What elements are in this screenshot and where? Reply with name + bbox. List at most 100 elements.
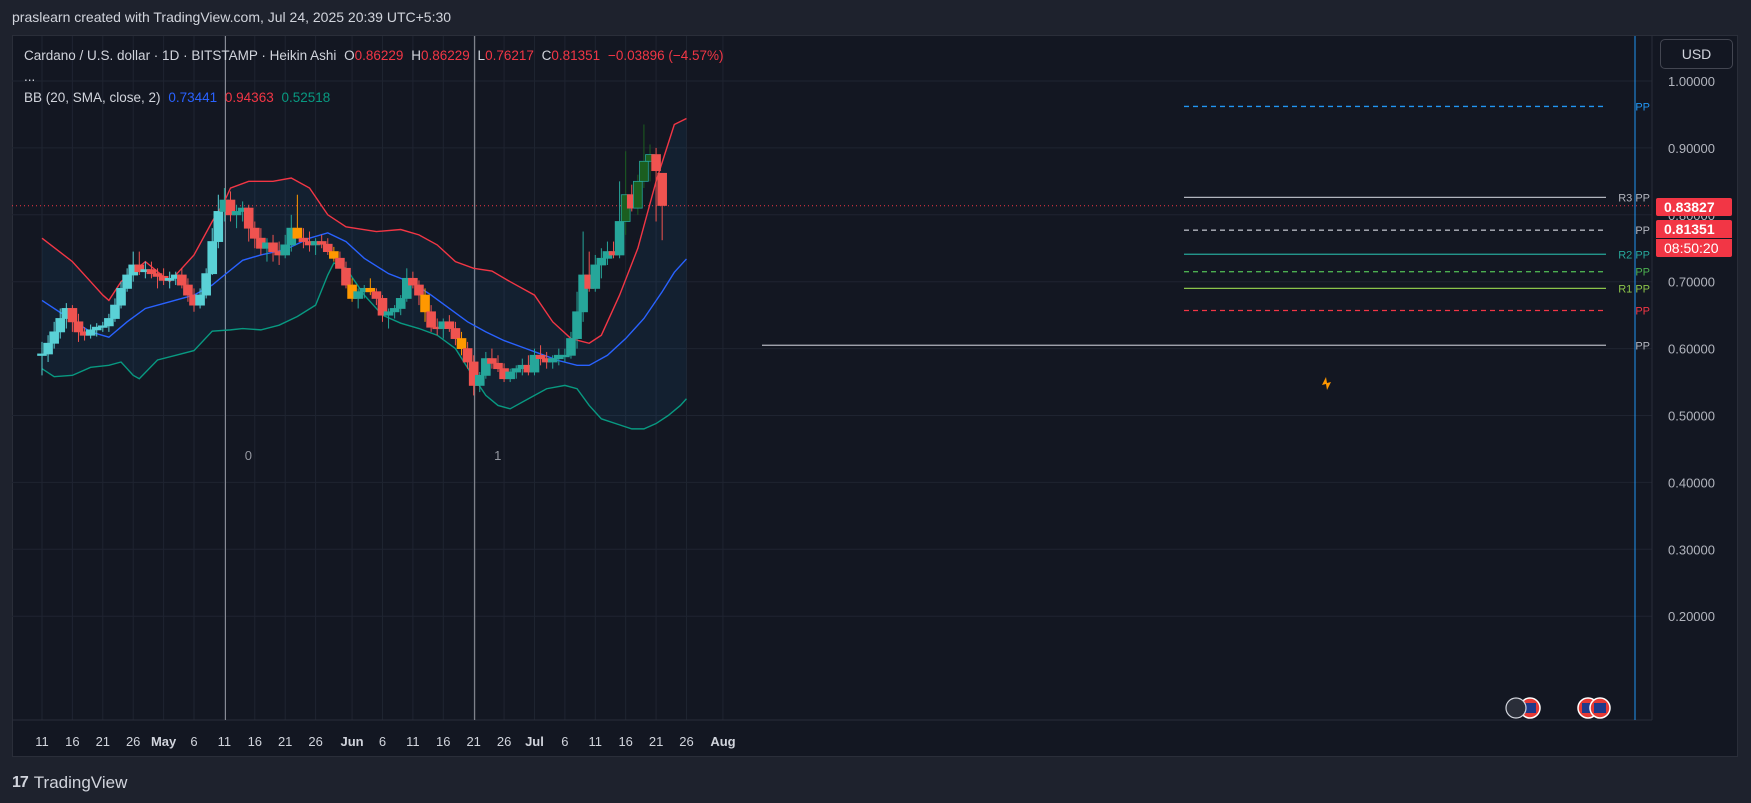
candle-body <box>383 311 394 316</box>
candle-body <box>487 358 497 364</box>
x-tick-label: 6 <box>190 734 197 749</box>
pivot-level-label: R3 PP <box>1618 192 1650 204</box>
pivot-level-label: R2 PP <box>1618 249 1650 261</box>
y-tick-label: 0.30000 <box>1668 542 1715 557</box>
candle-body <box>614 221 625 256</box>
bb-lower-line <box>41 262 687 430</box>
candle-body <box>249 227 260 239</box>
candle-body <box>468 361 479 386</box>
candle-body <box>401 277 412 299</box>
tradingview-wordmark: TradingView <box>33 773 128 792</box>
x-tick-label: 21 <box>96 734 110 749</box>
bb-upper-value: 0.94363 <box>224 90 274 105</box>
pivot-level-label: PP <box>1635 101 1650 113</box>
candle-body <box>639 160 649 182</box>
x-tick-label: 11 <box>35 734 49 749</box>
candle-body <box>377 298 388 316</box>
pivot-level-label: R1 PP <box>1618 283 1650 295</box>
candle-body <box>316 241 327 245</box>
us-flag-icon <box>1582 703 1594 713</box>
candle-body <box>122 274 132 289</box>
candle-body <box>152 273 163 277</box>
candle-body <box>280 244 290 256</box>
x-tick-label: 11 <box>218 734 232 749</box>
candle-body <box>657 172 667 206</box>
candle-body <box>110 304 120 319</box>
candle-body <box>201 273 211 296</box>
legend-more-button[interactable]: ... <box>24 69 36 84</box>
pivot-level-label: PP <box>1635 340 1650 352</box>
candle-body <box>566 338 576 356</box>
candle-body <box>98 325 108 328</box>
candle-body <box>578 274 588 313</box>
candle-body <box>426 311 436 328</box>
symbol-title[interactable]: Cardano / U.S. dollar · 1D · BITSTAMP · … <box>24 48 337 63</box>
candle-body <box>335 257 345 269</box>
chart-legend: Cardano / U.S. dollar · 1D · BITSTAMP · … <box>24 45 728 108</box>
candle-body <box>67 308 78 323</box>
candle-body <box>298 237 309 242</box>
x-tick-label: 16 <box>618 734 632 749</box>
ohlc-change: −0.03896 (−4.57%) <box>607 48 724 63</box>
bb-fill <box>42 118 687 429</box>
x-tick-label: 26 <box>126 734 140 749</box>
candle-body <box>43 342 53 355</box>
currency-button[interactable]: USD <box>1660 39 1733 69</box>
candle-body <box>389 308 400 313</box>
bb-basis-line <box>41 232 687 367</box>
last-price-label: 0.81351 <box>1656 220 1732 238</box>
candle-body <box>535 354 546 360</box>
candle-body <box>511 368 522 373</box>
tradingview-branding[interactable]: 17 TradingView <box>12 773 127 793</box>
candle-body <box>353 291 363 299</box>
candle-body <box>134 264 145 273</box>
candle-body <box>116 287 126 306</box>
candle-body <box>329 251 339 259</box>
candle-body <box>49 331 59 344</box>
us-flag-icon <box>1524 703 1536 713</box>
y-tick-label: 1.00000 <box>1668 74 1715 89</box>
y-tick-label: 0.20000 <box>1668 609 1715 624</box>
ohlc-high-label: H <box>411 48 421 63</box>
tradingview-logo-icon: 17 <box>12 774 29 791</box>
candle-body <box>292 227 303 239</box>
candle-body <box>493 362 503 370</box>
candle-body <box>85 329 96 336</box>
chart-panel[interactable] <box>12 35 1738 757</box>
upper-price-label: 0.83827 <box>1656 198 1732 216</box>
x-tick-label: 11 <box>589 734 603 749</box>
x-tick-label: Jun <box>341 734 364 749</box>
candle-body <box>547 358 558 363</box>
candle-body <box>596 257 607 266</box>
x-tick-label: 26 <box>497 734 511 749</box>
y-tick-label: 0.50000 <box>1668 409 1715 424</box>
x-tick-label: 26 <box>308 734 322 749</box>
chart-credit: praslearn created with TradingView.com, … <box>12 9 452 25</box>
ohlc-low: 0.76217 <box>485 48 534 63</box>
ohlc-high: 0.86229 <box>420 48 470 63</box>
ohlc-low-label: L <box>477 48 486 63</box>
ohlc-open-label: O <box>344 48 355 63</box>
y-tick-label: 0.60000 <box>1668 342 1715 357</box>
x-tick-label: 21 <box>278 734 292 749</box>
y-tick-label: 0.90000 <box>1668 141 1715 156</box>
candle-body <box>450 328 461 339</box>
candle-body <box>104 318 114 327</box>
candle-body <box>408 277 418 286</box>
candle-body <box>195 294 205 306</box>
candle-body <box>572 311 582 339</box>
candle-body <box>183 284 193 296</box>
x-tick-label: 26 <box>679 734 693 749</box>
candle-body <box>371 291 382 299</box>
candle-body <box>91 326 102 331</box>
candle-body <box>456 338 467 350</box>
x-tick-label: 16 <box>436 734 450 749</box>
bb-indicator-label[interactable]: BB (20, SMA, close, 2) <box>24 90 161 105</box>
x-tick-label: Aug <box>710 734 735 749</box>
candle-body <box>395 298 406 309</box>
candle-body <box>633 180 643 209</box>
event-marker-icon <box>1505 697 1527 719</box>
bar-countdown-label: 08:50:20 <box>1656 239 1732 257</box>
lightning-icon <box>1322 377 1331 390</box>
